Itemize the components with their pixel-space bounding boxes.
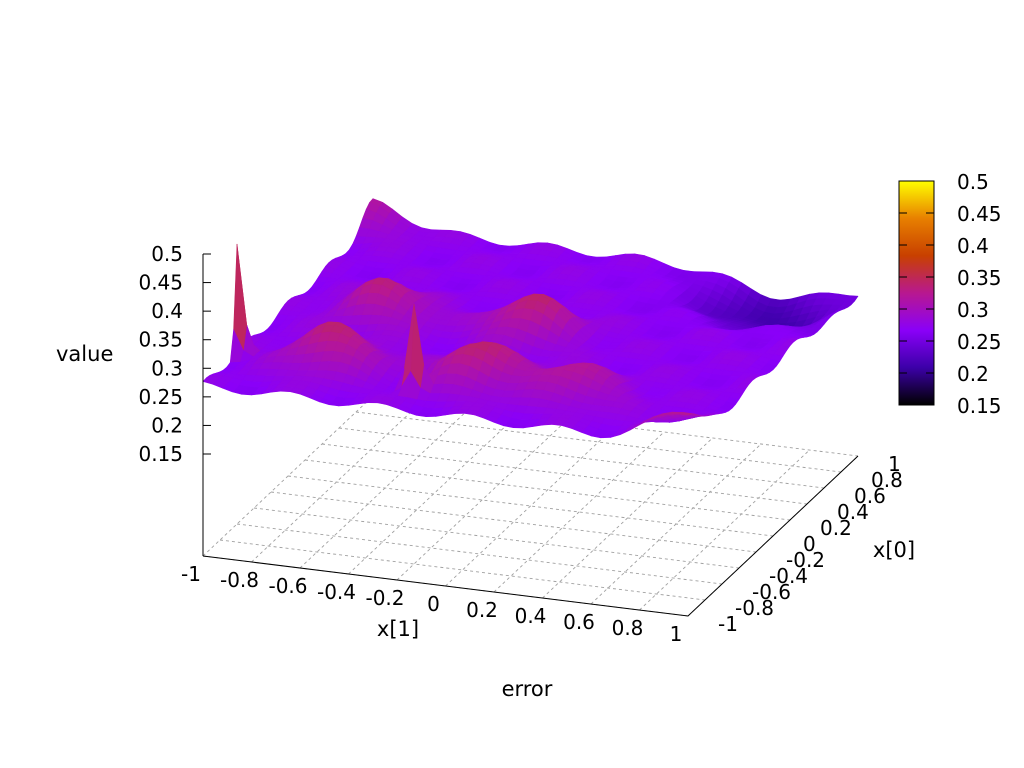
grid-line — [639, 449, 810, 611]
z-tick-label: 0.35 — [138, 328, 183, 352]
colorbar-tick-label: 0.35 — [957, 266, 1002, 290]
y-tick-label: 0.8 — [871, 468, 903, 492]
y-tick-label: -0.4 — [769, 564, 808, 588]
z-axis: 0.5 0.45 0.4 0.35 0.3 0.25 0.2 0.15 — [138, 242, 211, 556]
surface-cell — [202, 377, 217, 385]
colorbar-tick-label: 0.5 — [957, 170, 989, 194]
x-tick-label: 0.8 — [612, 616, 644, 640]
y-axis-ticks: -1-0.8-0.6-0.4-0.200.20.40.60.81 — [718, 452, 903, 636]
y-tick-label: -0.8 — [735, 596, 774, 620]
grid-line — [236, 523, 723, 585]
x-tick-label: -0.8 — [220, 568, 259, 592]
x-tick-label: -0.6 — [268, 574, 307, 598]
z-tick-label: 0.4 — [151, 299, 183, 323]
x-axis-ticks: -1 -0.8 -0.6 -0.4 -0.2 0 0.2 0.4 0.6 0.8 1 — [181, 562, 682, 646]
y-axis-label: x[0] — [873, 538, 915, 562]
colorbar-tick-label: 0.3 — [957, 298, 989, 322]
x-tick-label: 0.4 — [515, 604, 547, 628]
y-tick-label: 0.4 — [837, 500, 869, 524]
y-tick-label: 0.6 — [854, 484, 886, 508]
z-tick-label: 0.25 — [138, 385, 183, 409]
chart-caption: error — [502, 677, 553, 701]
x-tick-label: 0.2 — [466, 598, 498, 622]
colorbar-tick-label: 0.45 — [957, 202, 1002, 226]
colorbar-tick-label: 0.25 — [957, 330, 1002, 354]
y-tick-label: 0 — [803, 532, 816, 556]
colorbar: 0.5 0.45 0.4 0.35 0.3 0.25 0.2 0.15 — [898, 170, 1002, 418]
base-front-edges — [202, 455, 859, 617]
surface-mesh — [202, 198, 859, 439]
x-tick-label: -0.2 — [365, 586, 404, 610]
grid-line — [493, 431, 665, 593]
colorbar-ticks: 0.5 0.45 0.4 0.35 0.3 0.25 0.2 0.15 — [899, 170, 1002, 418]
x-tick-label: -0.4 — [317, 580, 356, 604]
y-tick-label: 1 — [888, 452, 901, 476]
grid-line — [396, 419, 568, 581]
z-tick-label: 0.5 — [151, 242, 183, 266]
colorbar-tick-label: 0.15 — [957, 394, 1002, 418]
z-tick-label: 0.15 — [138, 442, 183, 466]
z-axis-label: value — [56, 342, 113, 366]
y-tick-label: -1 — [718, 612, 738, 636]
x-tick-label: -1 — [181, 562, 201, 586]
colorbar-gradient — [898, 180, 935, 406]
y-tick-label: -0.6 — [752, 580, 791, 604]
y-tick-label: -0.2 — [786, 548, 825, 572]
y-tick-label: 0.2 — [820, 516, 852, 540]
x-tick-label: 0 — [427, 592, 440, 616]
grid-line — [253, 507, 740, 569]
x-tick-label: 0.6 — [563, 610, 595, 634]
grid-line — [542, 437, 713, 599]
z-tick-label: 0.2 — [151, 413, 183, 437]
x-axis-label: x[1] — [377, 617, 419, 641]
grid-line — [590, 443, 762, 605]
z-tick-label: 0.45 — [138, 271, 183, 295]
colorbar-tick-label: 0.2 — [957, 362, 989, 386]
grid-line — [445, 425, 616, 587]
z-tick-label: 0.3 — [151, 356, 183, 380]
base-frame — [202, 455, 859, 617]
grid-line — [270, 491, 757, 553]
x-tick-label: 1 — [670, 622, 683, 646]
colorbar-tick-label: 0.4 — [957, 234, 989, 258]
